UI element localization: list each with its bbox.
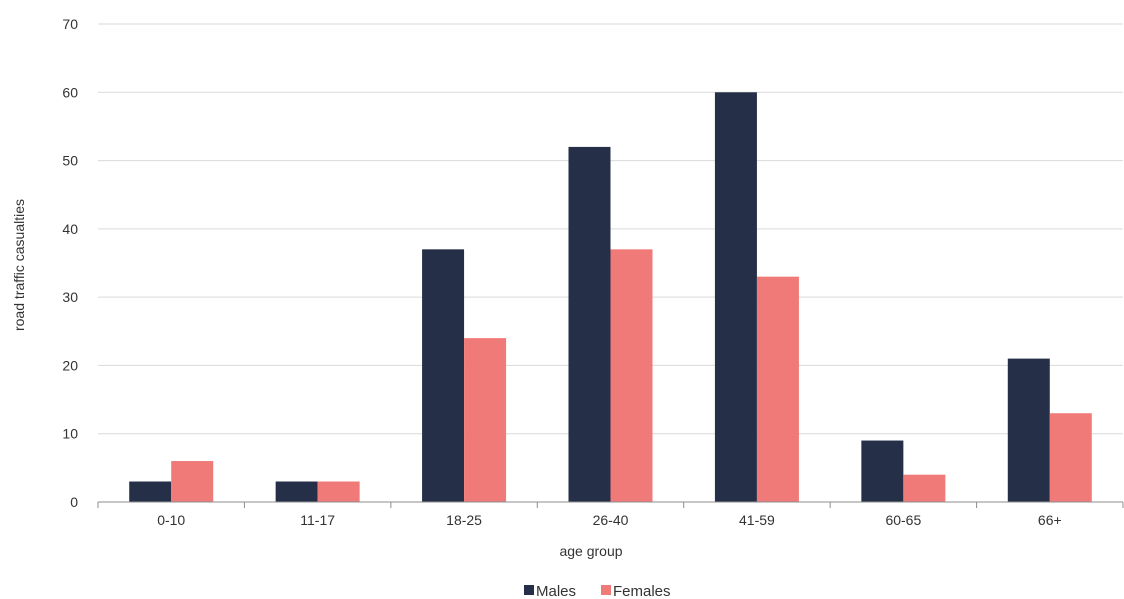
x-tick-label: 66+ [1038, 512, 1062, 528]
y-tick-label: 0 [70, 494, 78, 510]
y-tick-label: 30 [62, 289, 78, 305]
y-tick-label: 10 [62, 426, 78, 442]
x-tick-label: 11-17 [300, 512, 335, 528]
bar-females-66+ [1049, 413, 1092, 502]
x-axis [97, 501, 1124, 508]
x-axis-title: age group [559, 543, 622, 559]
x-tick-label: 0-10 [157, 512, 185, 528]
y-axis-title: road traffic casualties [11, 199, 27, 331]
y-tick-label: 60 [62, 84, 78, 100]
bar-females-41-59 [756, 276, 799, 502]
bars [129, 92, 1092, 503]
y-axis-ticks: 0 10 20 30 40 50 60 70 [62, 16, 78, 510]
legend: Males Females [524, 583, 671, 599]
x-tick-label: 18-25 [446, 512, 482, 528]
y-tick-label: 40 [62, 221, 78, 237]
bar-females-18-25 [464, 338, 507, 502]
legend-label-females: Females [613, 583, 671, 599]
x-axis-ticks: 0-10 11-17 18-25 26-40 41-59 60-65 66+ [157, 512, 1061, 528]
bar-females-60-65 [903, 474, 946, 502]
y-tick-label: 50 [62, 153, 78, 169]
bar-males-66+ [1007, 358, 1050, 502]
bar-males-11-17 [275, 481, 318, 502]
legend-swatch-males [524, 585, 534, 595]
bar-males-26-40 [568, 146, 611, 502]
bar-males-60-65 [861, 440, 904, 502]
legend-swatch-females [601, 585, 611, 595]
y-tick-label: 70 [62, 16, 78, 32]
bar-males-18-25 [422, 249, 465, 502]
bar-females-0-10 [171, 461, 214, 502]
bar-males-0-10 [129, 481, 172, 502]
bar-females-11-17 [317, 481, 360, 502]
bar-males-41-59 [714, 92, 757, 503]
legend-label-males: Males [536, 583, 576, 599]
x-tick-label: 26-40 [593, 512, 629, 528]
x-tick-label: 41-59 [739, 512, 775, 528]
bar-females-26-40 [610, 249, 653, 502]
x-tick-label: 60-65 [885, 512, 921, 528]
y-tick-label: 20 [62, 357, 78, 373]
